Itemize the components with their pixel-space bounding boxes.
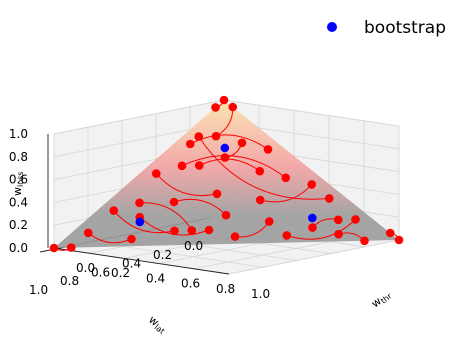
data-point-red: [385, 228, 395, 238]
x-tick-label: 1.0: [29, 283, 48, 297]
y-tick-label: 1.0: [251, 287, 270, 301]
x-tick-label: 0.6: [91, 265, 110, 279]
data-point-red: [212, 189, 222, 199]
y-tick-label: 0.6: [181, 277, 200, 291]
legend-label-bootstrap: bootstrap: [364, 18, 446, 38]
trajectory-path: [197, 134, 330, 200]
legend: bootstrap: [327, 18, 446, 38]
trajectory-path: [199, 158, 262, 173]
data-point-red: [211, 131, 221, 141]
data-point-red: [221, 210, 231, 220]
trajectory-path: [181, 155, 288, 180]
z-tick-label: 0.2: [9, 218, 28, 232]
z-tick-label: 0.4: [9, 195, 28, 209]
legend-marker-bootstrap: [327, 22, 337, 32]
data-point-red: [169, 197, 179, 207]
y-tick-label: 0.2: [111, 266, 130, 280]
y-tick-label: 0.8: [216, 282, 235, 296]
data-point-red: [185, 139, 195, 149]
data-point-red: [177, 161, 187, 171]
x-axis-label: wlat: [146, 313, 170, 336]
data-point-red: [194, 132, 204, 141]
trajectory-path: [139, 202, 194, 233]
points-layer: [49, 95, 404, 253]
floor-grid-line: [228, 239, 400, 275]
simplex-triangle: [54, 100, 399, 248]
y-axis-label: wthr: [369, 287, 394, 311]
x-tick-label: 0.4: [122, 257, 141, 271]
data-point-red: [351, 215, 360, 224]
trajectory-path: [257, 184, 313, 204]
data-point-bootstrap: [135, 217, 145, 227]
trajectory-path: [112, 208, 175, 234]
data-point-red: [333, 215, 343, 225]
data-point-red: [237, 138, 247, 148]
trajectory-path: [284, 219, 356, 240]
data-point-red: [334, 229, 343, 239]
data-point-red: [324, 194, 334, 203]
data-point-red: [263, 145, 273, 154]
trajectory-path: [154, 171, 218, 197]
data-point-red: [220, 153, 230, 162]
back-wall-grid-line: [223, 99, 400, 127]
z-tick-label: 0.0: [9, 241, 28, 255]
data-point-red: [282, 231, 292, 240]
data-point-red: [219, 95, 229, 105]
data-point-red: [170, 226, 179, 236]
z-tick-label: 0.6: [9, 173, 28, 187]
data-point-red: [308, 223, 317, 232]
data-point-red: [394, 235, 404, 245]
x-tick-label: 0.0: [184, 239, 203, 253]
left-wall-grid-line: [53, 99, 225, 135]
z-tick-label: 1.0: [9, 127, 28, 141]
y-tick-label: 0.0: [76, 261, 95, 275]
data-point-red: [194, 161, 204, 170]
data-point-bootstrap: [220, 143, 230, 153]
data-point-red: [264, 217, 274, 226]
y-axis-line: [53, 247, 230, 275]
trajectory-path: [173, 198, 228, 217]
x-tick-label: 0.2: [153, 248, 172, 262]
data-point-red: [230, 232, 240, 241]
data-point-red: [255, 166, 265, 176]
data-point-red: [307, 180, 317, 189]
tick-labels: 0.00.20.40.60.81.00.0 0.2 0.4 0.6 0.8 1.00.00…: [9, 127, 270, 301]
data-point-red: [83, 228, 93, 238]
data-point-red: [135, 198, 144, 208]
data-point-red: [187, 226, 197, 235]
data-point-red: [228, 102, 238, 112]
data-point-red: [281, 173, 291, 183]
data-point-red: [360, 236, 369, 246]
data-point-red: [211, 103, 220, 112]
data-point-red: [255, 195, 265, 205]
data-point-red: [151, 169, 161, 178]
x-tick-label: 0.8: [60, 274, 79, 288]
simplex-surface: [54, 100, 399, 248]
data-point-red: [66, 243, 76, 252]
z-tick-label: 0.8: [9, 150, 28, 164]
data-point-red: [109, 206, 119, 215]
data-point-red: [127, 234, 136, 244]
y-tick-label: 0.4: [146, 271, 165, 285]
data-point-bootstrap: [308, 213, 317, 223]
data-point-red: [204, 225, 214, 235]
data-point-red: [49, 243, 59, 253]
